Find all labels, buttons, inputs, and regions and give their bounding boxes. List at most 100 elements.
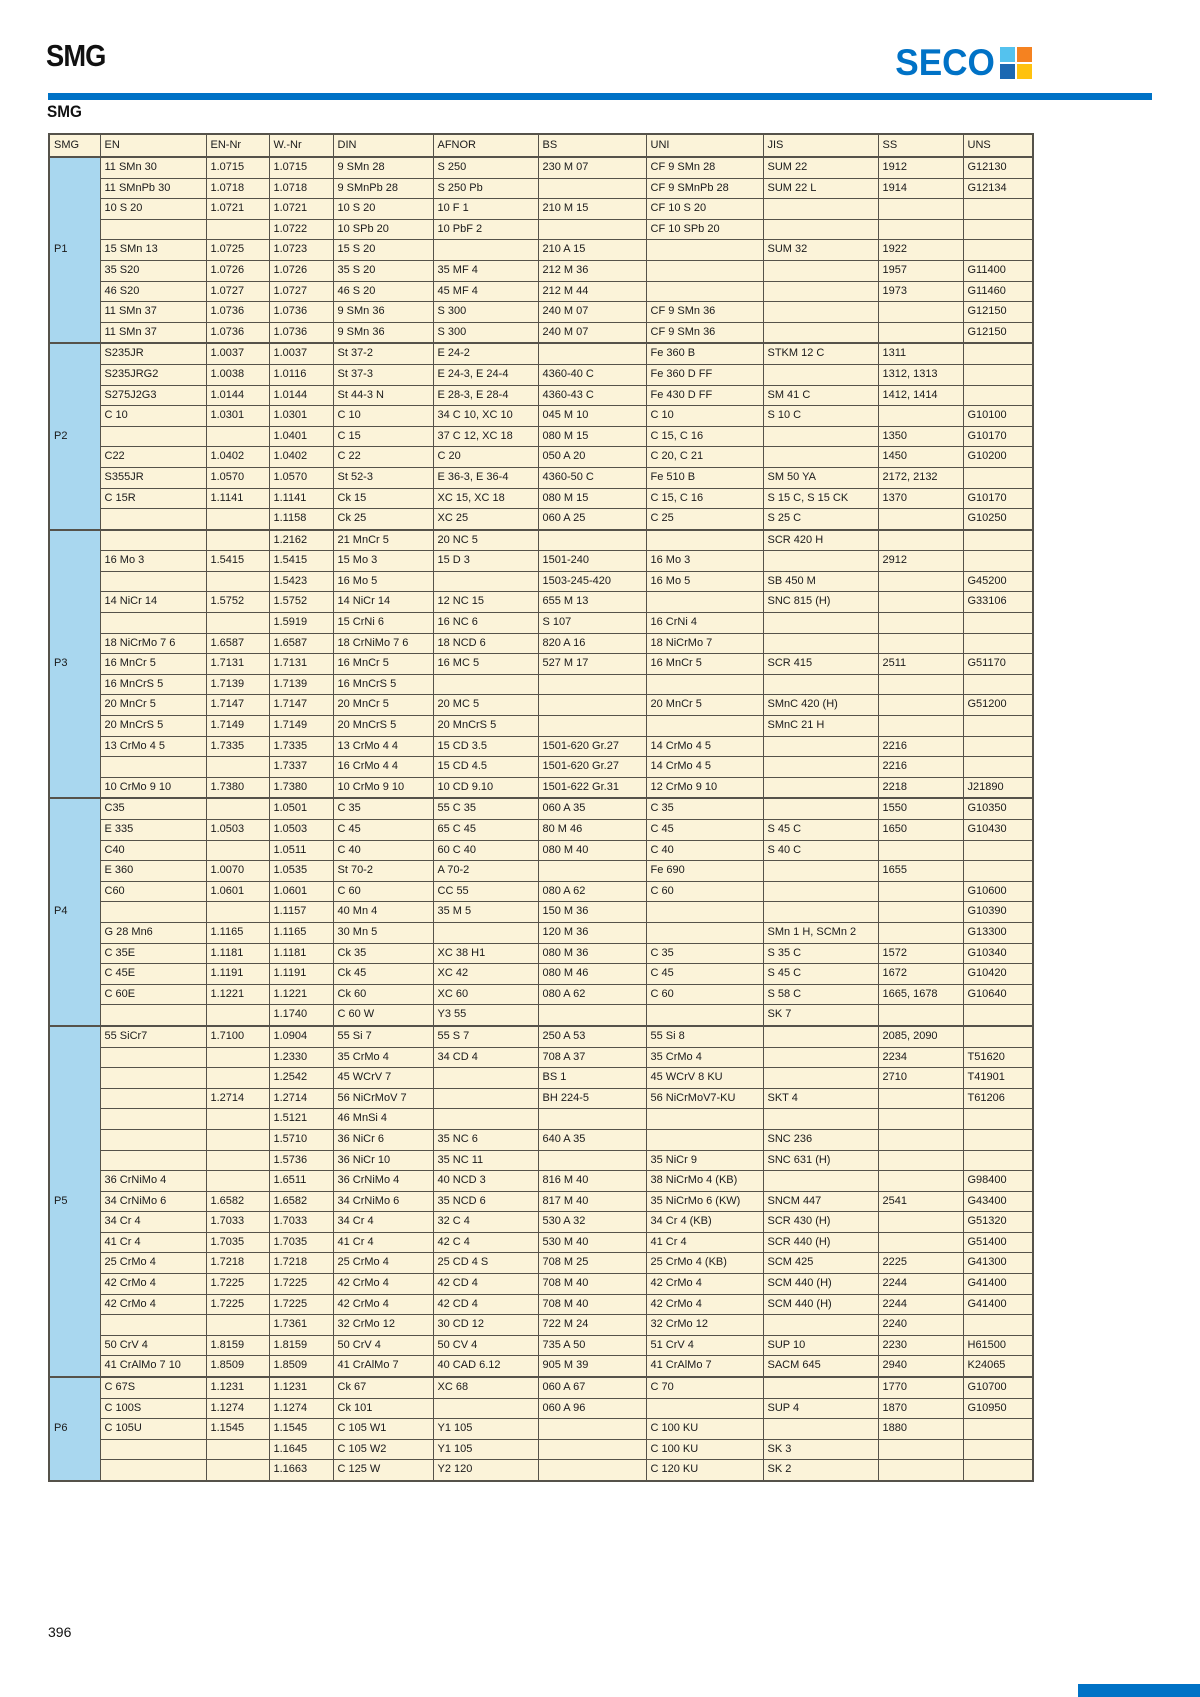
table-cell — [762, 673, 879, 696]
table-cell: 35 NiCrMo 6 (KW) — [645, 1190, 764, 1213]
table-cell: 55 C 35 — [432, 797, 539, 821]
table-cell: 35 MF 4 — [432, 259, 539, 282]
table-cell: 14 NiCr 14 — [332, 591, 434, 614]
table-cell: Y3 55 — [432, 1004, 539, 1027]
table-cell — [962, 1108, 1034, 1130]
table-row: 42 CrMo 4 1.7225 1.7225 42 CrMo 4 42 CD 4 708… — [49, 1293, 1034, 1316]
table-cell — [99, 1004, 207, 1027]
table-cell: 35 NiCr 9 — [645, 1149, 764, 1172]
table-row: 50 CrV 4 1.8159 1.8159 50 CrV 4 50 CV 4 735 A… — [49, 1334, 1034, 1357]
table-cell: 55 Si 8 — [645, 1024, 764, 1048]
table-cell: 1.0736 — [268, 301, 334, 323]
smg-group-cell-p2: P2 — [48, 342, 101, 531]
table-cell: 655 M 13 — [537, 591, 647, 614]
table-cell: 1.0301 — [268, 405, 334, 427]
table-cell: 640 A 35 — [537, 1128, 647, 1151]
table-row: E 335 1.0503 1.0503 C 45 65 C 45 80 M 46 C 45 S… — [49, 819, 1034, 841]
table-cell: C 25 — [645, 508, 764, 531]
table-cell: 817 M 40 — [537, 1190, 647, 1213]
table-cell: 10 SPb 20 — [332, 218, 434, 241]
table-cell: 25 CrMo 4 — [99, 1252, 207, 1275]
table-cell: G12150 — [962, 301, 1034, 323]
logo-mosaic-tile — [1017, 63, 1032, 79]
table-cell: 20 MC 5 — [432, 694, 539, 717]
table-cell: 1.0503 — [205, 819, 270, 841]
table-cell: 1.1165 — [205, 921, 270, 944]
table-cell: C 125 W — [332, 1459, 434, 1482]
table-cell: 1.0722 — [268, 218, 334, 241]
table-cell — [877, 839, 964, 862]
table-cell: C 70 — [645, 1376, 764, 1399]
table-cell: 16 MC 5 — [432, 653, 539, 675]
table-cell: St 52-3 — [332, 466, 434, 489]
table-row: 42 CrMo 4 1.7225 1.7225 42 CrMo 4 42 CD 4 708… — [49, 1273, 1034, 1295]
table-cell: G11460 — [962, 280, 1034, 303]
table-cell: T61206 — [962, 1087, 1034, 1110]
table-cell: 1.6582 — [205, 1190, 270, 1213]
table-cell: 42 CD 4 — [432, 1273, 539, 1295]
table-cell: Y1 105 — [432, 1418, 539, 1440]
table-cell: SB 450 M — [762, 570, 879, 593]
table-cell: G13300 — [962, 921, 1034, 944]
table-cell: 1.1545 — [268, 1418, 334, 1440]
table-cell — [99, 1438, 207, 1461]
table-cell: St 44-3 N — [332, 384, 434, 407]
table-cell: 1957 — [877, 259, 964, 282]
table-cell: C 45 — [332, 819, 434, 841]
table-cell: 15 SMn 13 — [99, 239, 207, 261]
table-cell: G41400 — [962, 1273, 1034, 1295]
table-cell: 1655 — [877, 860, 964, 882]
table-cell: 240 M 07 — [537, 301, 647, 323]
table-row: 1.1663 C 125 W Y2 120 C 120 KU SK 2 — [49, 1459, 1034, 1482]
seco-logo-text: SECO — [895, 42, 995, 83]
table-cell — [762, 259, 879, 282]
table-cell: 34 C 10, XC 10 — [432, 405, 539, 427]
table-cell: E 360 — [99, 860, 207, 882]
table-cell: C22 — [99, 446, 207, 468]
table-cell: 4360-40 C — [537, 363, 647, 386]
table-cell: 16 CrNi 4 — [645, 612, 764, 634]
table-cell: C 40 — [332, 839, 434, 862]
table-cell: 1.6582 — [268, 1190, 334, 1213]
table-cell — [537, 860, 647, 882]
table-cell: 38 NiCrMo 4 (KB) — [645, 1170, 764, 1192]
table-cell: 50 CV 4 — [432, 1334, 539, 1357]
table-row: 10 CrMo 9 10 1.7380 1.7380 10 CrMo 9 10 10 C… — [49, 776, 1034, 799]
table-cell: 708 M 40 — [537, 1273, 647, 1295]
table-cell: 1.1645 — [268, 1438, 334, 1461]
table-cell: SCR 430 (H) — [762, 1211, 879, 1233]
table-cell: SUM 32 — [762, 239, 879, 261]
table-cell: 1.1274 — [205, 1397, 270, 1420]
table-cell: 18 NiCrMo 7 6 — [99, 632, 207, 655]
table-row: C22 1.0402 1.0402 C 22 C 20 050 A 20 C 20, C 2… — [49, 446, 1034, 468]
table-cell: 20 MnCrS 5 — [99, 715, 207, 737]
table-cell: 1.2542 — [268, 1067, 334, 1089]
table-cell: 1.0725 — [205, 239, 270, 261]
table-cell: 35 CrMo 4 — [332, 1046, 434, 1069]
table-cell: 16 Mo 5 — [332, 570, 434, 593]
table-cell — [962, 1314, 1034, 1336]
table-cell: G10420 — [962, 963, 1034, 985]
table-cell: 60 C 40 — [432, 839, 539, 862]
table-cell — [762, 632, 879, 655]
table-cell: C 105 W2 — [332, 1438, 434, 1461]
table-cell: 1.7033 — [205, 1211, 270, 1233]
table-cell — [645, 1128, 764, 1151]
table-cell — [762, 776, 879, 799]
logo-mosaic-tile — [1017, 46, 1032, 62]
table-cell: 050 A 20 — [537, 446, 647, 468]
table-cell: 1.7149 — [205, 715, 270, 737]
table-cell: 40 NCD 3 — [432, 1170, 539, 1192]
table-cell: 56 NiCrMoV7-KU — [645, 1087, 764, 1110]
table-cell: 34 Cr 4 — [332, 1211, 434, 1233]
table-cell: SNC 815 (H) — [762, 591, 879, 614]
table-cell: CF 10 SPb 20 — [645, 218, 764, 241]
column-header: W.-Nr — [268, 133, 334, 158]
table-cell — [432, 1067, 539, 1089]
table-cell: G10640 — [962, 983, 1034, 1006]
table-cell: 1.0721 — [268, 198, 334, 220]
table-cell: G10100 — [962, 405, 1034, 427]
table-cell: 13 CrMo 4 4 — [332, 735, 434, 758]
table-cell: 41 CrAlMo 7 — [332, 1355, 434, 1378]
table-cell: Fe 690 — [645, 860, 764, 882]
